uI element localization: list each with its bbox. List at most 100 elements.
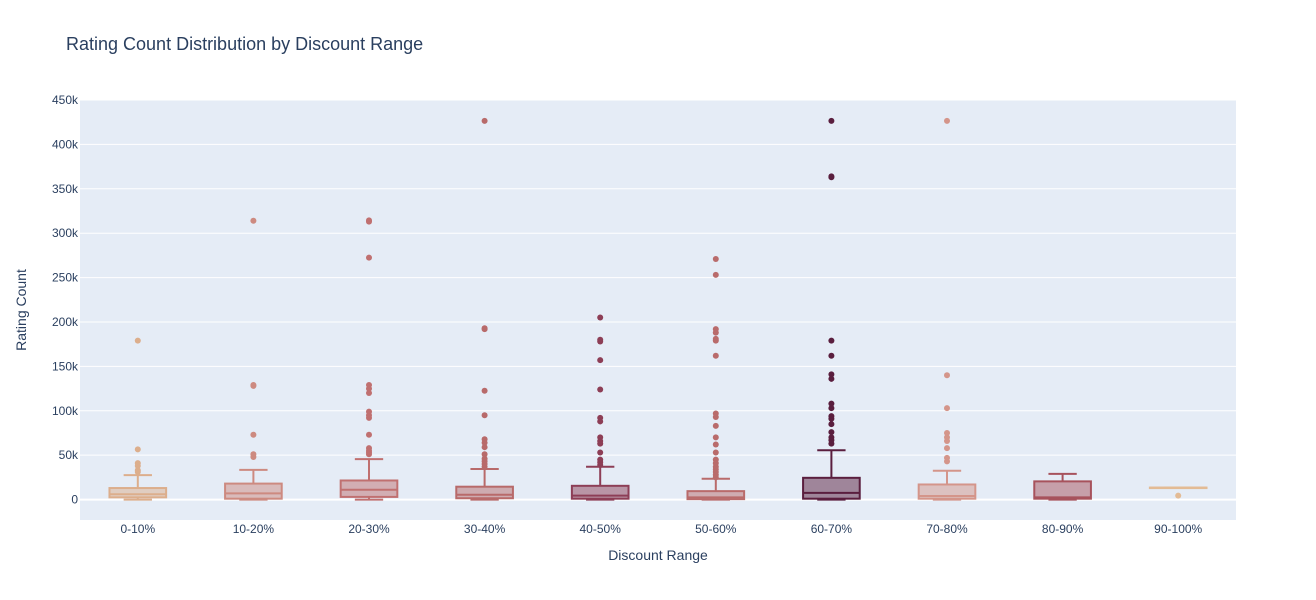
outlier-point [597,456,604,463]
outlier-point [828,400,835,407]
x-tick-label: 40-50% [580,522,622,536]
outlier-point [366,254,372,261]
outlier-point [712,410,719,417]
outlier-point [712,255,719,262]
box-iqr [686,490,746,501]
x-tick-label: 30-40% [464,522,506,536]
outlier-point [828,434,835,441]
outlier-point [597,386,604,393]
outlier-point [597,336,604,343]
outlier-point [134,446,141,453]
outlier-point [597,314,604,321]
outlier-point [828,117,835,124]
y-axis-title: Rating Count [13,269,29,351]
box-iqr [570,484,630,500]
y-tick-label: 400k [52,137,79,151]
outlier-point [481,387,488,394]
box-trace [570,314,630,501]
outlier-point [366,390,372,397]
box-iqr [339,479,399,498]
box-trace [224,217,283,501]
y-tick-label: 300k [52,226,79,240]
outlier-point [597,414,604,421]
outlier-point [250,451,257,458]
plot-area [80,100,1236,520]
outlier-point [134,460,141,467]
outlier-point [944,445,950,452]
y-tick-label: 50k [59,448,79,462]
box-trace [1148,486,1208,499]
outlier-point [712,434,719,441]
y-tick-label: 350k [52,182,79,196]
outlier-point [597,434,604,441]
outlier-point [481,451,488,458]
x-tick-label: 10-20% [233,522,275,536]
y-tick-label: 100k [52,404,79,418]
outlier-point [828,337,835,344]
outlier-point [250,382,257,389]
box-trace [686,255,746,501]
box-trace [455,117,514,501]
outlier-point [597,449,604,456]
x-tick-label: 20-30% [348,522,390,536]
box-trace [802,117,861,501]
outlier-point [366,431,372,438]
outlier-point [828,405,835,412]
outlier-point [712,456,719,463]
y-tick-label: 150k [52,359,79,373]
outlier-point [712,441,719,448]
box-iqr [224,482,283,500]
outlier-point [134,337,141,344]
box-iqr [455,485,514,500]
outlier-point [944,405,950,412]
outlier-point [712,326,719,333]
outlier-point [250,217,257,224]
x-tick-label: 80-90% [1042,522,1084,536]
outlier-point [828,421,835,428]
x-tick-label: 60-70% [811,522,853,536]
outlier-point [828,352,835,359]
outlier-point [828,173,835,180]
box-iqr [108,487,168,499]
outlier-point [481,117,488,124]
x-axis-ticks: 0-10% 10-20% 20-30% 30-40% 40-50% 50-60% 60-70… [120,522,1202,536]
x-tick-label: 90-100% [1154,522,1202,536]
y-tick-label: 0 [71,493,78,507]
y-axis-ticks: 0 50k 100k 150k 200k 250k 300k 350k 400k 450k [52,93,79,507]
outlier-point [828,371,835,378]
outlier-point [481,436,488,443]
outlier-point [481,444,488,451]
y-tick-label: 450k [52,93,79,107]
box-trace [917,117,977,501]
outlier-point [828,413,835,420]
outlier-point [366,408,372,415]
outlier-point [712,352,719,359]
outlier-point [597,357,604,364]
outlier-point [134,467,141,474]
outlier-point [712,449,719,456]
outlier-point [1175,492,1182,499]
x-axis-title: Discount Range [608,547,708,563]
outlier-point [944,454,950,461]
outlier-point [944,372,950,379]
box-trace [339,217,399,501]
outlier-point [250,431,257,438]
outlier-point [944,429,950,436]
outlier-point [481,455,488,462]
outlier-point [481,412,488,419]
outlier-point [366,382,372,389]
x-tick-label: 0-10% [120,522,155,536]
outlier-point [712,335,719,342]
outlier-point [481,325,488,332]
box-traces [108,117,1208,501]
y-tick-label: 200k [52,315,79,329]
outlier-point [712,422,719,429]
outlier-point [944,117,950,124]
outlier-point [828,375,835,382]
outlier-point [366,445,372,452]
box-iqr [802,476,861,500]
y-tick-label: 250k [52,271,79,285]
outlier-point [712,271,719,278]
x-tick-label: 50-60% [695,522,737,536]
